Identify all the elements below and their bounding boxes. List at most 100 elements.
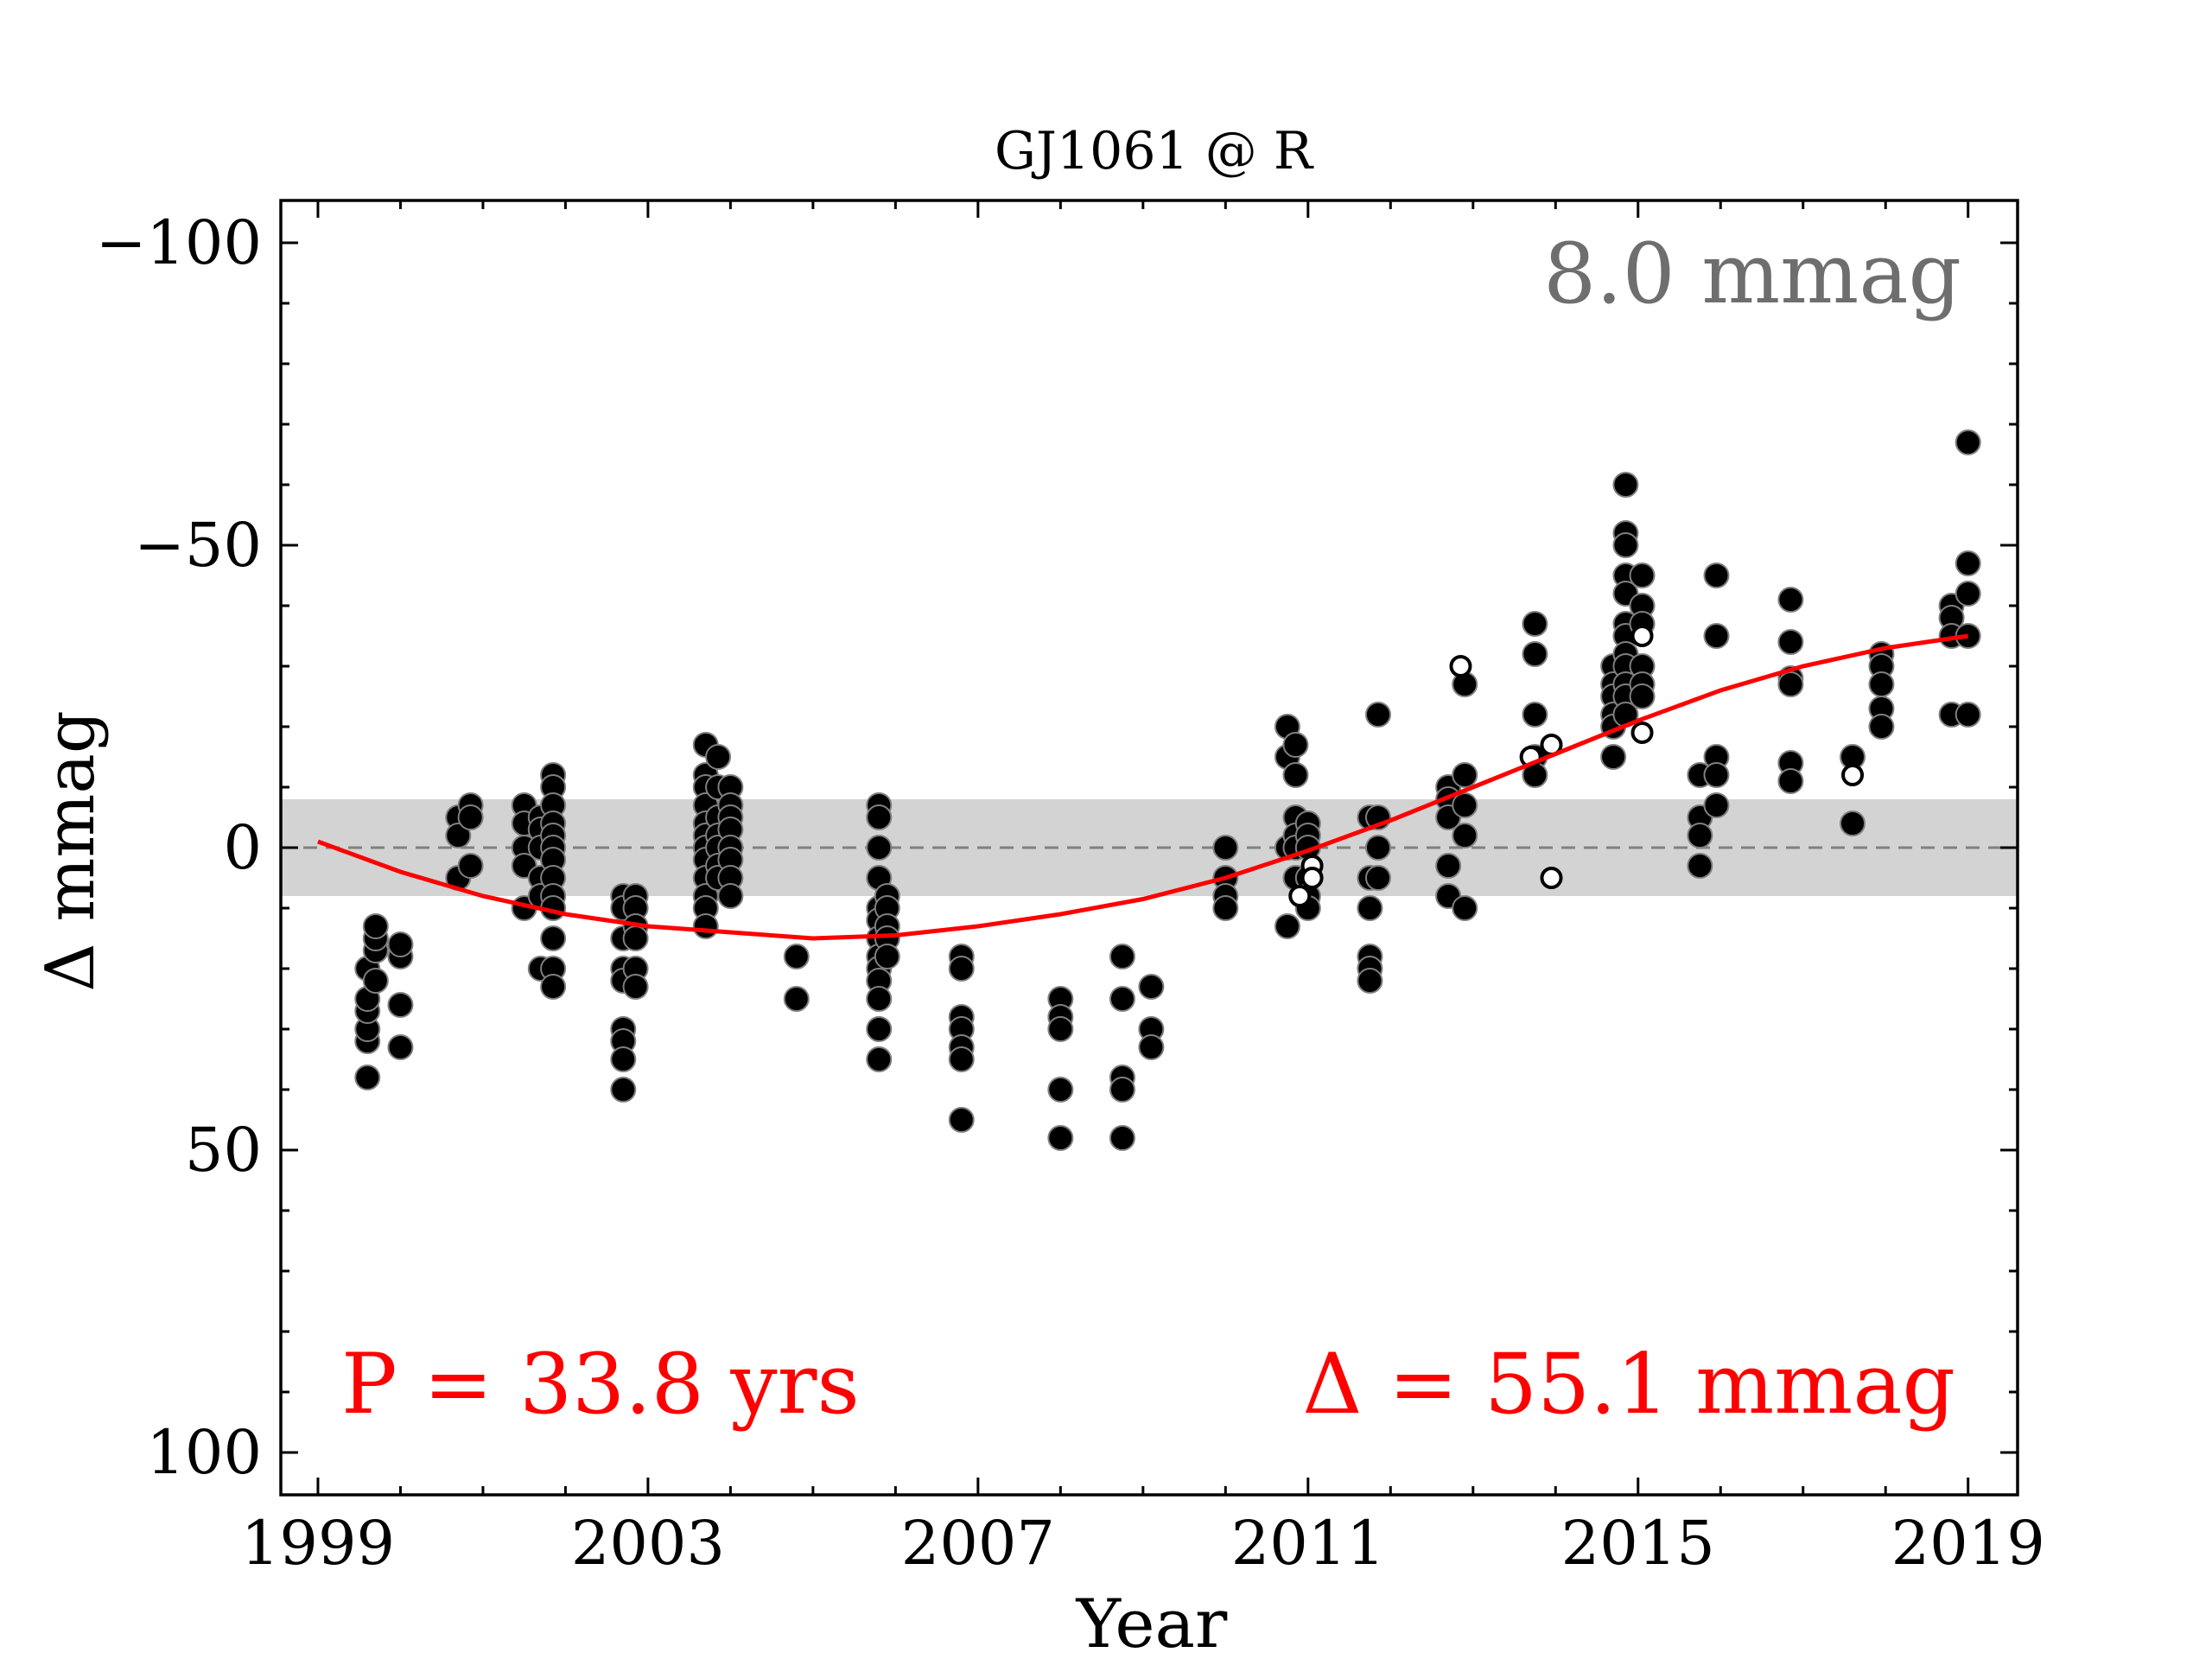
data-point — [354, 1065, 381, 1090]
data-point — [1452, 792, 1478, 818]
data-point — [705, 744, 732, 770]
fit-curve — [317, 633, 1969, 941]
data-point — [1703, 792, 1730, 818]
data-point — [1600, 744, 1627, 770]
period-annotation: P = 33.8 yrs — [341, 1336, 860, 1433]
data-point — [1282, 762, 1309, 788]
data-point — [540, 974, 567, 1000]
data-point — [1364, 865, 1391, 891]
data-point — [1703, 623, 1730, 649]
data-point — [362, 913, 389, 939]
data-point — [866, 804, 893, 830]
data-point — [866, 835, 893, 861]
data-point — [1955, 702, 1981, 728]
data-point — [610, 1077, 637, 1103]
data-point — [1703, 762, 1730, 788]
data-point — [1364, 702, 1391, 728]
data-point — [1109, 1077, 1135, 1103]
data-point — [1612, 532, 1639, 558]
x-axis-label: Year — [1076, 1586, 1228, 1659]
data-point — [1840, 810, 1866, 836]
data-point — [457, 804, 484, 830]
data-point — [1138, 1034, 1165, 1060]
amplitude-annotation: Δ = 55.1 mmag — [1302, 1336, 1955, 1433]
data-point — [948, 1107, 975, 1133]
data-point — [362, 968, 389, 994]
y-tick-label: 100 — [146, 1417, 262, 1488]
data-point — [1955, 429, 1981, 455]
data-point — [1687, 853, 1713, 879]
data-point — [948, 956, 975, 982]
y-tick-label: −50 — [134, 510, 262, 581]
data-point — [1435, 853, 1462, 879]
data-point — [622, 974, 649, 1000]
data-point — [457, 853, 484, 879]
data-point — [1777, 587, 1804, 613]
data-point-open — [1288, 885, 1312, 907]
data-point — [948, 1046, 975, 1072]
data-point — [1452, 895, 1478, 921]
data-point — [1612, 472, 1639, 498]
data-point — [1777, 768, 1804, 794]
data-point — [874, 944, 900, 969]
data-points — [354, 429, 1981, 1151]
data-point — [1047, 1016, 1074, 1042]
data-point — [1522, 611, 1548, 637]
data-point — [1522, 641, 1548, 667]
data-point — [1047, 1077, 1074, 1103]
data-point — [622, 925, 649, 951]
data-point — [387, 992, 414, 1018]
data-point-open — [1841, 764, 1865, 786]
data-point — [1522, 702, 1548, 728]
data-point — [783, 986, 810, 1012]
data-point — [783, 944, 810, 969]
x-tick-label: 1999 — [241, 1508, 395, 1579]
data-point — [1452, 762, 1478, 788]
scatter-annotation: 8.0 mmag — [1543, 226, 1961, 322]
data-point — [866, 1016, 893, 1042]
data-point — [866, 1046, 893, 1072]
data-point — [1109, 986, 1135, 1012]
data-point — [1109, 1125, 1135, 1151]
data-point — [1357, 895, 1383, 921]
plot-area — [281, 429, 2018, 1151]
data-point — [866, 986, 893, 1012]
x-tick-label: 2015 — [1561, 1508, 1715, 1579]
tick-labels: 1999 2003 2007 2011 2015 2019 −100 −50 0 50 100 — [96, 207, 2045, 1579]
data-point — [1138, 974, 1165, 1000]
data-point — [1364, 835, 1391, 861]
x-tick-label: 2007 — [901, 1508, 1055, 1579]
data-point — [1629, 563, 1656, 588]
y-axis-label: Δ mmag — [32, 710, 110, 991]
data-point — [1687, 823, 1713, 849]
data-point — [1274, 913, 1300, 939]
data-point — [1703, 563, 1730, 588]
data-point — [1109, 944, 1135, 969]
data-point — [717, 883, 744, 909]
data-point — [1629, 683, 1656, 709]
data-point — [1212, 895, 1239, 921]
x-tick-label: 2019 — [1891, 1508, 2045, 1579]
ticks — [281, 200, 2018, 1495]
x-tick-label: 2003 — [571, 1508, 725, 1579]
data-point — [1777, 629, 1804, 655]
data-point-open — [1630, 721, 1654, 744]
data-point — [1868, 671, 1895, 697]
data-point — [387, 1034, 414, 1060]
data-point — [1868, 714, 1895, 740]
data-point-open — [1540, 867, 1563, 889]
y-tick-label: −100 — [96, 207, 262, 278]
data-point — [445, 823, 472, 849]
chart-title: GJ1061 @ R — [995, 121, 1314, 181]
data-point — [1212, 835, 1239, 861]
data-point — [692, 913, 719, 939]
data-point — [387, 931, 414, 957]
data-point — [1955, 581, 1981, 607]
x-tick-label: 2011 — [1231, 1508, 1385, 1579]
data-point — [1282, 732, 1309, 758]
data-point — [1357, 968, 1383, 994]
data-point — [1047, 1125, 1074, 1151]
y-tick-label: 0 — [223, 812, 262, 883]
y-tick-label: 50 — [185, 1115, 262, 1185]
